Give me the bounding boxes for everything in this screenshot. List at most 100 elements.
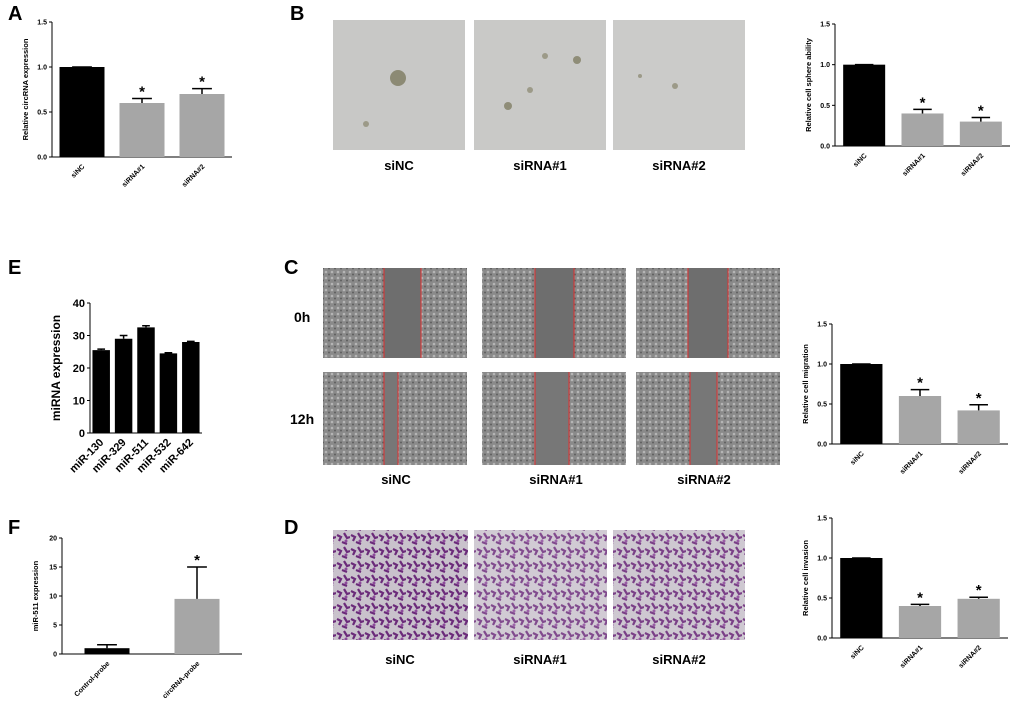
row-label: 12h — [290, 411, 314, 427]
error-bar — [119, 334, 128, 339]
error-bar — [913, 108, 932, 114]
y-tick-label: 20 — [49, 535, 57, 542]
y-tick-label: 1.0 — [820, 62, 830, 69]
significance-mark: * — [920, 94, 926, 111]
significance-mark: * — [917, 375, 923, 392]
significance-mark: * — [978, 103, 984, 120]
y-tick-label: 0.0 — [817, 441, 827, 448]
y-tick-label: 0.5 — [817, 595, 827, 602]
x-tick-label: siRNA#1 — [121, 163, 146, 188]
bar — [92, 350, 110, 433]
y-tick-label: 0 — [53, 651, 57, 658]
bar — [901, 113, 944, 146]
image-caption: siRNA#2 — [677, 472, 730, 487]
x-tick-label: circRNA-probe — [162, 660, 202, 700]
x-tick-label: Control-probe — [73, 660, 111, 698]
error-bar — [910, 603, 930, 606]
bar — [137, 327, 155, 433]
x-tick-label: siRNA#1 — [899, 644, 924, 669]
significance-mark: * — [139, 84, 145, 101]
panel-label: C — [284, 257, 298, 279]
x-tick-label: siRNA#2 — [960, 152, 985, 177]
y-tick-label: 10 — [73, 395, 85, 407]
bar — [898, 606, 942, 638]
y-tick-label: 1.5 — [817, 515, 827, 522]
bar — [840, 364, 883, 444]
y-axis-label: Relative cell sphere ability — [804, 37, 813, 132]
y-tick-label: 30 — [73, 330, 85, 342]
bar — [843, 64, 886, 146]
y-tick-label: 0.5 — [37, 109, 47, 116]
significance-mark: * — [976, 390, 982, 407]
y-tick-label: 1.0 — [37, 64, 47, 71]
panel-label: B — [290, 3, 304, 25]
y-tick-label: 0.0 — [817, 635, 827, 642]
image-caption: siRNA#1 — [529, 472, 582, 487]
y-tick-label: 0.0 — [820, 143, 830, 150]
sphere-images — [333, 20, 745, 150]
panel-label: E — [8, 257, 21, 279]
bar — [159, 353, 178, 433]
y-tick-label: 5 — [53, 622, 57, 629]
error-bar — [969, 596, 988, 599]
x-tick-label: siRNA#2 — [958, 644, 983, 669]
x-tick-label: siRNA#1 — [902, 152, 927, 177]
panel-label: D — [284, 517, 298, 539]
bar — [840, 558, 883, 638]
error-bar — [186, 340, 195, 343]
y-tick-label: 0.5 — [820, 103, 830, 110]
y-axis-label: Relative cell migration — [801, 344, 810, 424]
image-caption: siRNA#1 — [513, 158, 566, 173]
image-caption: siRNA#2 — [652, 158, 705, 173]
bar — [957, 598, 1000, 638]
image-caption: siNC — [381, 472, 411, 487]
invasion-images — [333, 530, 745, 640]
bar — [84, 648, 130, 654]
bar — [957, 410, 1000, 444]
x-tick-label: siNC — [850, 644, 866, 660]
error-bar — [187, 566, 207, 599]
significance-mark: * — [199, 74, 205, 91]
x-tick-label: siNC — [852, 152, 868, 168]
significance-mark: * — [194, 552, 200, 569]
panel-label: F — [8, 517, 20, 539]
y-tick-label: 1.0 — [817, 361, 827, 368]
bar — [119, 103, 165, 157]
y-axis-label: Relative cell invasion — [801, 540, 810, 616]
y-axis-label: Relative circRNA expression — [21, 38, 30, 140]
y-tick-label: 20 — [73, 363, 85, 375]
y-tick-label: 1.5 — [817, 321, 827, 328]
error-bar — [142, 325, 150, 328]
bar — [59, 67, 105, 157]
y-tick-label: 40 — [73, 298, 85, 310]
bar — [182, 342, 200, 433]
error-bar — [192, 87, 212, 94]
error-bar — [910, 388, 930, 396]
y-tick-label: 0 — [79, 428, 85, 440]
error-bar — [132, 97, 152, 103]
y-tick-label: 1.5 — [37, 19, 47, 26]
y-tick-label: 1.0 — [817, 555, 827, 562]
y-tick-label: 1.5 — [820, 21, 830, 28]
image-caption: siNC — [384, 158, 414, 173]
x-tick-label: siNC — [70, 163, 86, 179]
x-tick-label: siRNA#2 — [181, 163, 206, 188]
y-tick-label: 0.0 — [37, 154, 47, 161]
y-axis-label: miR-511 expression — [31, 560, 40, 631]
bar — [179, 94, 225, 157]
significance-mark: * — [976, 582, 982, 599]
image-caption: siRNA#1 — [513, 652, 566, 667]
x-tick-label: siRNA#1 — [899, 450, 924, 475]
error-bar — [971, 116, 991, 122]
bar — [174, 598, 220, 654]
image-caption: siNC — [385, 652, 415, 667]
error-bar — [969, 404, 988, 411]
x-tick-label: siRNA#2 — [958, 450, 983, 475]
bar — [898, 396, 942, 444]
error-bar — [97, 643, 117, 649]
bar — [114, 338, 133, 433]
y-tick-label: 15 — [49, 564, 57, 571]
bar — [959, 121, 1002, 146]
row-label: 0h — [294, 309, 310, 325]
